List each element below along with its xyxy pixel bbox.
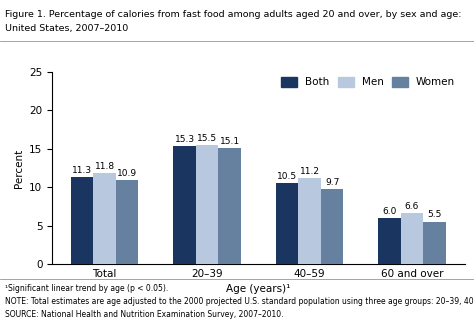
Text: 6.6: 6.6 (405, 202, 419, 211)
Text: 11.3: 11.3 (72, 166, 92, 175)
Text: 6.0: 6.0 (382, 207, 397, 215)
X-axis label: Age (years)¹: Age (years)¹ (226, 285, 291, 294)
Text: NOTE: Total estimates are age adjusted to the 2000 projected U.S. standard popul: NOTE: Total estimates are age adjusted t… (5, 297, 474, 306)
Bar (93, 173, 116, 264)
Text: 15.3: 15.3 (174, 135, 195, 144)
Bar (71, 177, 93, 264)
Bar (298, 178, 321, 264)
Text: 15.1: 15.1 (219, 137, 240, 146)
Text: 10.5: 10.5 (277, 172, 297, 181)
Text: 11.2: 11.2 (300, 167, 319, 176)
Text: SOURCE: National Health and Nutrition Examination Survey, 2007–2010.: SOURCE: National Health and Nutrition Ex… (5, 310, 283, 319)
Bar (116, 180, 138, 264)
Text: 5.5: 5.5 (428, 211, 442, 219)
Text: 11.8: 11.8 (95, 162, 115, 171)
Text: ¹Significant linear trend by age (p < 0.05).: ¹Significant linear trend by age (p < 0.… (5, 284, 168, 293)
Text: 9.7: 9.7 (325, 178, 339, 187)
Bar (401, 213, 423, 264)
Text: 15.5: 15.5 (197, 134, 217, 142)
Bar (276, 183, 298, 264)
Bar (321, 189, 343, 264)
Bar (196, 145, 219, 264)
Bar (219, 148, 241, 264)
Legend: Both, Men, Women: Both, Men, Women (277, 73, 459, 92)
Bar (378, 218, 401, 264)
Text: 10.9: 10.9 (117, 169, 137, 178)
Text: Figure 1. Percentage of calories from fast food among adults aged 20 and over, b: Figure 1. Percentage of calories from fa… (5, 10, 461, 19)
Y-axis label: Percent: Percent (14, 148, 24, 187)
Text: United States, 2007–2010: United States, 2007–2010 (5, 24, 128, 34)
Bar (423, 222, 446, 264)
Bar (173, 146, 196, 264)
